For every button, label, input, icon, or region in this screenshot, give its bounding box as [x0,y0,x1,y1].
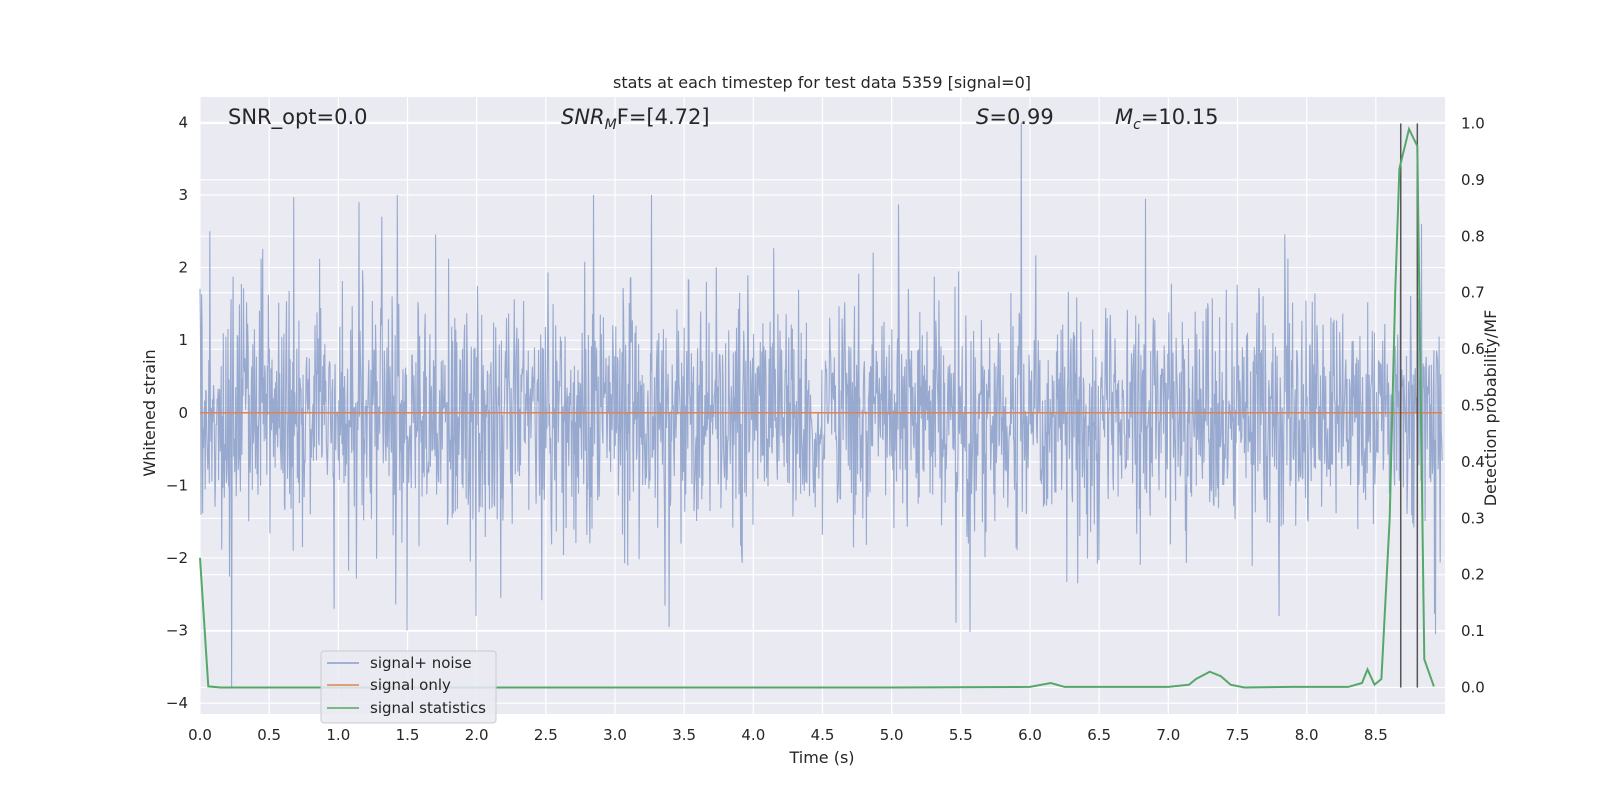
y-left-tick-label: −1 [166,476,188,494]
y-right-tick-label: 0.0 [1461,678,1485,696]
x-tick-label: 8.5 [1364,726,1388,744]
x-tick-label: 7.0 [1156,726,1180,744]
y-left-axis-label: Whitened strain [140,349,159,476]
y-right-tick-label: 0.3 [1461,509,1485,527]
x-tick-label: 3.5 [672,726,696,744]
legend-label-signal-statistics: signal statistics [370,699,486,717]
signal-statistics-series [199,126,1435,689]
legend: signal+ noise signal only signal statist… [320,650,497,724]
x-tick-label: 3.0 [603,726,627,744]
s-label: S [976,105,989,129]
x-tick-label: 6.0 [1018,726,1042,744]
x-tick-label: 1.5 [396,726,420,744]
y-left-tick-label: −4 [166,694,188,712]
legend-label-signal-noise: signal+ noise [370,654,472,672]
y-right-tick-label: 0.4 [1461,453,1485,471]
legend-box [320,650,497,724]
y-right-tick-label: 0.6 [1461,340,1485,358]
x-tick-label: 1.0 [326,726,350,744]
x-tick-labels: 0.0 0.5 1.0 1.5 2.0 2.5 3.0 3.5 4.0 4.5 5.0 5.5 6.0 6… [188,726,1388,744]
legend-label-signal-only: signal only [370,676,451,694]
x-tick-label: 0.5 [257,726,281,744]
x-tick-label: 2.0 [465,726,489,744]
s-value: =0.99 [989,105,1053,129]
y-left-tick-labels: 4 3 2 1 0 −1 −2 −3 −4 [166,113,188,712]
y-left-tick-label: −2 [166,549,188,567]
x-axis-label: Time (s) [788,748,854,767]
y-left-tick-label: 0 [178,404,188,422]
snr-mf-subscript: M [605,117,617,133]
y-right-tick-label: 0.1 [1461,622,1485,640]
y-right-tick-labels: 1.0 0.9 0.8 0.7 0.6 0.5 0.4 0.3 0.2 0.1 0.0 [1461,115,1485,697]
y-right-tick-label: 0.8 [1461,227,1485,245]
annotation-snr-mf: SNRMF=[4.72] [561,105,710,133]
x-tick-label: 4.0 [741,726,765,744]
chart-title: stats at each timestep for test data 535… [613,73,1031,92]
signal-noise-series [199,122,1443,689]
mc-label: M [1115,105,1133,129]
x-tick-label: 5.5 [949,726,973,744]
x-tick-label: 5.0 [880,726,904,744]
signal-noise-trace [199,122,1443,689]
mc-value: =10.15 [1141,105,1219,129]
snr-mf-label: SNR [561,105,605,129]
y-left-tick-label: 2 [178,259,188,277]
y-left-tick-label: 1 [178,331,188,349]
snr-mf-value: F=[4.72] [617,105,710,129]
y-left-tick-label: 3 [178,186,188,204]
x-tick-label: 0.0 [188,726,212,744]
y-right-axis-label: Detection probability/MF [1481,310,1500,507]
annotation-snr-opt: SNR_opt=0.0 [228,105,368,130]
y-left-tick-label: 4 [178,113,188,131]
x-tick-label: 4.5 [811,726,835,744]
x-tick-label: 6.5 [1087,726,1111,744]
y-right-tick-label: 0.2 [1461,566,1485,584]
y-right-tick-label: 0.5 [1461,397,1485,415]
y-left-tick-label: −3 [166,622,188,640]
y-right-tick-label: 1.0 [1461,115,1485,133]
y-right-tick-label: 0.9 [1461,171,1485,189]
x-tick-label: 8.0 [1295,726,1319,744]
annotation-s: S=0.99 [976,105,1054,129]
mc-subscript: c [1133,117,1141,133]
y-right-tick-label: 0.7 [1461,284,1485,302]
x-tick-label: 2.5 [534,726,558,744]
annotation-mc: Mc=10.15 [1115,105,1219,133]
x-tick-label: 7.5 [1226,726,1250,744]
